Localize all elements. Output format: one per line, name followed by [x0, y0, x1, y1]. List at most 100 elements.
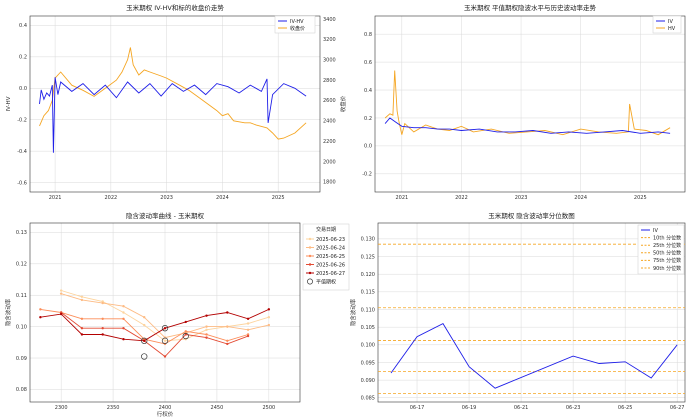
- panel-iv-hv-close: 玉米期权 IV-HV和标的收盘价走势 2021 2022 2023 2024 2025 -0…: [6, 3, 347, 201]
- plot-frame: [29, 15, 321, 193]
- data-point: [163, 339, 167, 342]
- y-tick-label: 0.130: [361, 237, 375, 243]
- data-point: [80, 298, 84, 302]
- legend-label-iv-hv: IV-HV: [290, 19, 304, 25]
- legend-swatch-marker: [308, 254, 312, 258]
- x-tick-label: 06-23: [566, 405, 581, 411]
- y-tick-label: 0.11: [16, 293, 27, 299]
- data-point: [39, 316, 42, 319]
- series-line-2025-06-27: [40, 308, 269, 342]
- chart-title: 玉米期权 隐含波动率分位数图: [488, 211, 575, 220]
- data-point: [205, 328, 208, 331]
- x-tick-label: 2300: [55, 405, 68, 411]
- data-point: [205, 336, 208, 339]
- y2-tick-label: 3400: [323, 17, 336, 23]
- legend-label: 2025-06-27: [316, 271, 345, 277]
- atm-marker: [141, 337, 148, 344]
- y-tick-label: 0.08: [16, 387, 27, 393]
- legend-label: 2025-06-25: [316, 254, 345, 260]
- legend-swatch-marker: [308, 246, 312, 249]
- data-point: [205, 325, 208, 328]
- data-point: [101, 301, 104, 305]
- x-tick-label: 2500: [262, 405, 275, 411]
- data-point: [59, 292, 63, 295]
- x-tick-label: 2024: [216, 195, 229, 201]
- y-tick-label: 0.2: [19, 55, 27, 61]
- data-point: [226, 325, 229, 328]
- y2-tick-label: 2200: [323, 139, 336, 145]
- legend-label: 2025-06-26: [316, 262, 345, 268]
- y-axis-label: 隐含波动率: [4, 298, 12, 326]
- y-axis-label: 隐含波动率: [349, 298, 357, 326]
- x-tick-label: 2021: [395, 195, 408, 201]
- y-tick-label: 0.4: [364, 88, 372, 94]
- data-point: [184, 320, 187, 324]
- x-tick-label: 06-21: [514, 405, 529, 411]
- y-tick-label: 0.8: [364, 32, 372, 38]
- atm-marker: [141, 353, 148, 360]
- data-point: [226, 339, 229, 342]
- data-point: [246, 328, 250, 331]
- legend-swatch-atm: [307, 278, 313, 285]
- legend-label-close: 收盘价: [290, 25, 305, 32]
- y-tick-label: 0.4: [19, 23, 27, 29]
- data-point: [184, 333, 187, 336]
- legend-label: 2025-06-23: [316, 237, 345, 243]
- x-tick-label: 2021: [49, 195, 62, 201]
- data-point: [205, 314, 208, 317]
- series-iv-line: [390, 323, 678, 389]
- data-point: [226, 311, 229, 314]
- x-axis-label: 行权价: [157, 410, 174, 418]
- x-tick-label: 2022: [455, 195, 468, 201]
- y-tick-label: -0.2: [17, 118, 27, 124]
- data-point: [122, 305, 125, 308]
- legend-swatch-marker: [308, 271, 312, 275]
- x-tick-label: 2022: [104, 195, 117, 201]
- legend-label: 50th 分位数: [653, 250, 681, 257]
- data-point: [246, 322, 250, 325]
- y-tick-label: 0.120: [361, 272, 375, 278]
- legend-label-hv: HV: [668, 26, 676, 32]
- y2-tick-label: 3200: [323, 37, 336, 43]
- chart-title: 玉米期权 平值期权隐波水平与历史波动率走势: [464, 3, 597, 12]
- plot-frame: [377, 222, 686, 403]
- panel-iv-smile: 隐含波动率曲线 - 玉米期权 2300 2350 2400 2450 2500 0.08 0.…: [4, 211, 350, 418]
- series-hv-line: [384, 70, 671, 136]
- y-tick-label: 0.6: [364, 60, 372, 66]
- y-tick-label: 0.095: [361, 360, 375, 366]
- data-point: [80, 327, 84, 330]
- data-point: [143, 339, 146, 342]
- x-tick-label: 06-19: [462, 405, 477, 411]
- y-tick-label: 0.100: [361, 343, 375, 349]
- data-point: [80, 295, 84, 298]
- data-point: [143, 323, 146, 327]
- data-point: [80, 333, 84, 336]
- x-tick-label: 2450: [211, 405, 224, 411]
- x-tick-label: 06-27: [670, 405, 685, 411]
- data-point: [267, 308, 271, 311]
- series-line-2025-06-26: [60, 312, 249, 358]
- y-tick-label: 0.085: [361, 396, 375, 402]
- y-tick-label: -0.2: [362, 172, 372, 178]
- legend-title: 交易日期: [316, 226, 336, 233]
- y-tick-label: 0.10: [16, 324, 27, 330]
- y2-tick-label: 1800: [323, 180, 336, 186]
- y2-tick-label: 3000: [323, 58, 336, 64]
- legend-label: 2025-06-24: [316, 245, 345, 251]
- y-tick-label: 0.2: [364, 116, 372, 122]
- data-point: [163, 327, 167, 330]
- data-point: [246, 317, 250, 320]
- x-tick-label: 2023: [160, 195, 173, 201]
- y-tick-label: -0.6: [17, 180, 27, 186]
- y-tick-label: 0.125: [361, 254, 375, 260]
- x-tick-label: 2350: [107, 405, 120, 411]
- data-point: [205, 333, 208, 336]
- y-tick-label: 0.13: [16, 230, 27, 236]
- legend-label: 75th 分位数: [653, 257, 681, 264]
- data-point: [122, 317, 125, 320]
- y-axis-label: IV-HV: [6, 96, 12, 111]
- panel-iv-hv-levels: 玉米期权 平值期权隐波水平与历史波动率走势 2021 2022 2023 2024 202…: [362, 3, 686, 201]
- y2-tick-label: 2600: [323, 98, 336, 104]
- legend-label: 10th 分位数: [653, 234, 681, 241]
